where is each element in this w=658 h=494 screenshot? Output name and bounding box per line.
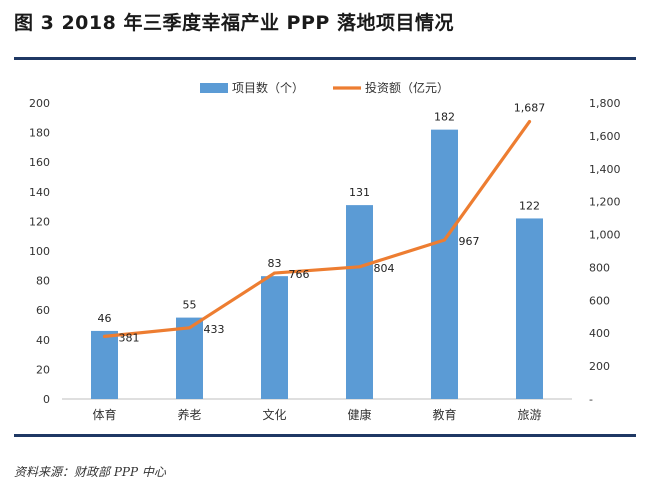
investment-line [102,119,532,338]
right-axis-tick-label: 1,200 [589,196,621,209]
top-rule [14,57,636,60]
bar-value-label: 122 [519,199,540,212]
x-axis-category-label: 教育 [432,407,456,422]
line-value-label: 381 [119,331,140,344]
left-axis-tick-label: 40 [36,334,50,347]
bar [516,218,543,399]
bar-value-label: 46 [98,312,112,325]
bar [261,276,288,399]
line-value-label: 804 [374,262,395,275]
bar [176,317,203,399]
source-note: 资料来源：财政部 PPP 中心 [14,465,166,479]
bar-value-label: 131 [349,186,370,199]
right-axis-tick-label: 600 [589,294,610,307]
line-value-label: 433 [204,323,225,336]
x-axis-category-label: 旅游 [517,408,541,422]
left-axis-tick-label: 180 [29,127,50,140]
right-axis-tick-label: 200 [589,360,610,373]
left-axis-tick-label: 120 [29,215,50,228]
line-point [273,271,276,275]
line-value-label: 967 [459,235,480,248]
right-axis-tick-label: 1,600 [589,130,621,143]
right-axis-tick-label: - [589,393,593,406]
axes: 0 20 40 60 80 100 120 140 160 180 200 - 200 400 600 800… [29,97,621,422]
line-point [443,238,446,242]
line-point [358,265,361,269]
line-point [188,326,191,330]
left-axis-tick-label: 100 [29,245,50,258]
left-axis-tick-label: 80 [36,275,50,288]
bar [346,205,373,399]
line-point [103,334,106,338]
bar [431,129,458,399]
legend-label-line: 投资额（亿元） [365,80,449,95]
bar-series [91,129,543,399]
right-axis-tick-label: 400 [589,327,610,340]
right-axis-tick-label: 1,400 [589,163,621,176]
line-point [528,120,531,124]
x-axis-category-label: 养老 [177,407,201,422]
legend-swatch-bars [200,83,228,93]
bar [91,330,118,399]
right-axis-tick-label: 800 [589,261,610,274]
bar-value-label: 182 [434,111,455,124]
legend: 项目数（个） 投资额（亿元） [200,80,449,95]
line-value-label: 1,687 [514,102,546,115]
x-axis-category-label: 文化 [262,407,286,422]
bar-value-label: 83 [268,257,282,270]
line-value-label: 766 [289,268,310,281]
data-labels: 46 55 83 131 182 122 381 433 766 804 967 1,687 [98,102,546,345]
legend-label-bars: 项目数（个） [232,80,304,95]
left-axis-tick-label: 140 [29,186,50,199]
line-series [102,119,532,338]
figure-title: 图 3 2018 年三季度幸福产业 PPP 落地项目情况 [14,12,454,34]
right-axis-tick-label: 1,800 [589,97,621,110]
left-axis-tick-label: 0 [43,393,50,406]
left-axis-tick-label: 160 [29,156,50,169]
left-axis-tick-label: 20 [36,363,50,376]
x-axis-category-label: 体育 [92,407,116,422]
left-axis-tick-label: 200 [29,97,50,110]
x-axis-category-label: 健康 [347,407,371,422]
left-axis-tick-label: 60 [36,304,50,317]
right-axis-tick-label: 1,000 [589,229,621,242]
bar-value-label: 55 [183,299,197,312]
bottom-rule [14,434,636,437]
